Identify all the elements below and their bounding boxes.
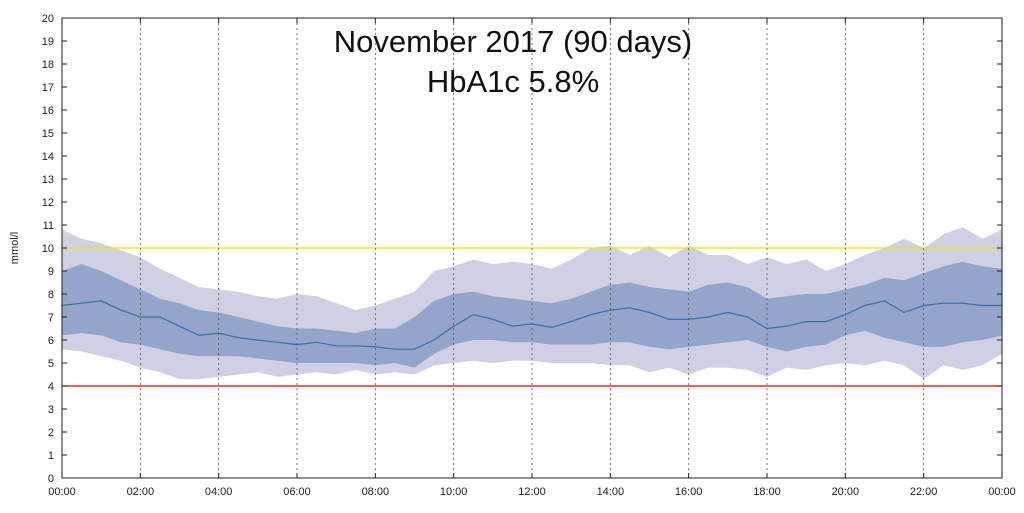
x-tick-label: 18:00	[753, 486, 781, 498]
y-tick-label: 4	[48, 381, 54, 393]
y-tick-label: 17	[42, 82, 54, 94]
y-tick-label: 14	[42, 151, 54, 163]
x-tick-label: 22:00	[910, 486, 938, 498]
x-tick-label: 00:00	[48, 486, 76, 498]
y-tick-label: 9	[48, 266, 54, 278]
y-tick-label: 8	[48, 289, 54, 301]
y-tick-label: 7	[48, 312, 54, 324]
x-tick-label: 16:00	[675, 486, 703, 498]
y-tick-label: 6	[48, 335, 54, 347]
y-tick-label: 1	[48, 450, 54, 462]
y-tick-label: 10	[42, 243, 54, 255]
y-tick-label: 15	[42, 128, 54, 140]
x-tick-label: 10:00	[440, 486, 468, 498]
y-tick-label: 16	[42, 105, 54, 117]
y-tick-label: 20	[42, 13, 54, 25]
chart-title: November 2017 (90 days)	[334, 24, 692, 59]
x-tick-label: 12:00	[518, 486, 546, 498]
x-tick-label: 06:00	[283, 486, 311, 498]
y-tick-label: 11	[43, 220, 54, 232]
x-tick-label: 20:00	[832, 486, 860, 498]
y-tick-label: 18	[42, 59, 54, 71]
y-axis-label: mmol/l	[9, 232, 21, 264]
y-tick-label: 12	[42, 197, 54, 209]
x-axis-ticks: 00:00 02:00 04:00 06:00 08:00 10:00 12:00 14:00…	[48, 18, 1016, 498]
x-tick-label: 02:00	[127, 486, 155, 498]
x-tick-label: 04:00	[205, 486, 233, 498]
x-tick-label: 08:00	[362, 486, 390, 498]
vertical-gridlines	[139, 18, 925, 478]
x-tick-label: 14:00	[597, 486, 625, 498]
x-tick-label: 00:00	[988, 486, 1016, 498]
chart-subtitle: HbA1c 5.8%	[427, 64, 599, 99]
y-tick-label: 5	[48, 358, 54, 370]
y-tick-label: 0	[48, 473, 54, 485]
y-tick-label: 3	[48, 404, 54, 416]
y-tick-label: 13	[42, 174, 54, 186]
y-tick-label: 19	[42, 36, 54, 48]
y-tick-label: 2	[48, 427, 54, 439]
